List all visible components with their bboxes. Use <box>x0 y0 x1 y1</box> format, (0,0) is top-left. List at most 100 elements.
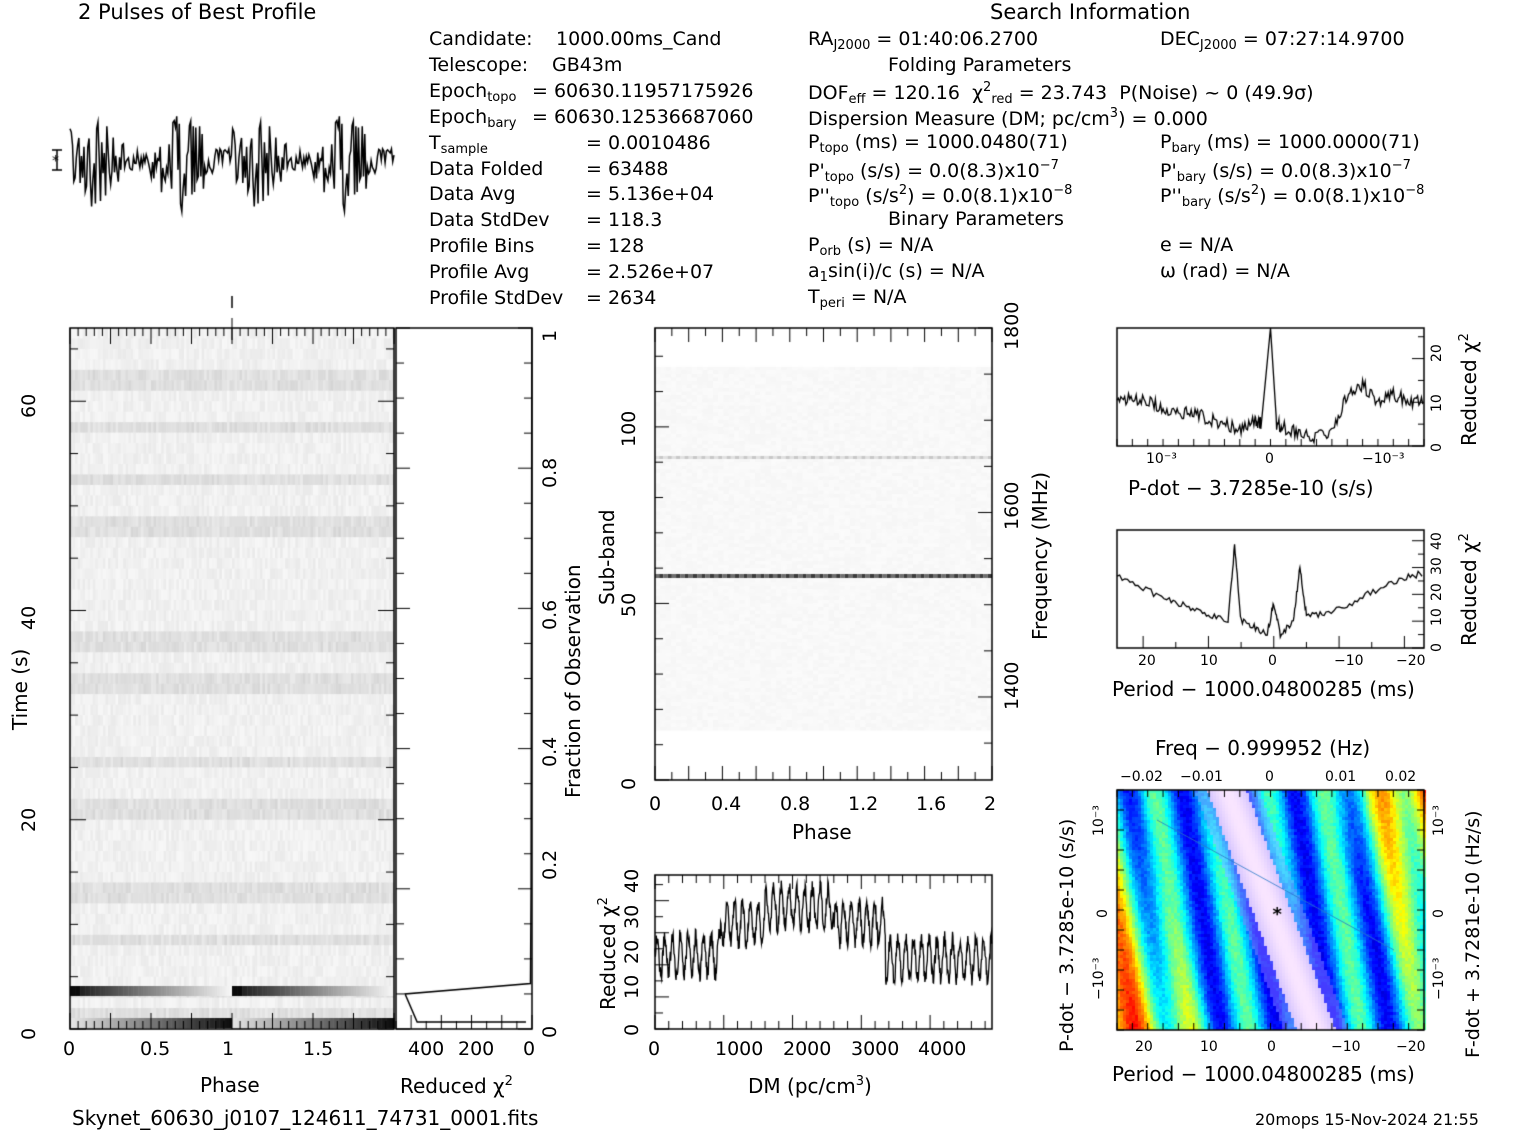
period-chi2-label: Reduced χ2 <box>1457 533 1481 646</box>
pdot-topo-label: P'topo (s/s) = 0.0(8.3)x10−7 <box>808 158 1059 185</box>
time-tick-label: 20 <box>18 807 40 832</box>
dm-chi2-axis-label: Reduced χ2 <box>596 897 620 1010</box>
pp-freq-tick: 0 <box>1265 769 1274 785</box>
fraction-tick-label: 0 <box>539 1025 561 1038</box>
dm-chi2-tick-label: 40 <box>621 868 643 893</box>
subband-tick-label: 0 <box>618 777 640 790</box>
pdot-tick-label: 0 <box>1265 451 1274 467</box>
dm-axis-label: DM (pc/cm3) <box>748 1074 872 1098</box>
dm-tick-label: 4000 <box>918 1038 967 1060</box>
period-chi2-tick: 40 <box>1429 532 1445 550</box>
fraction-tick-label: 0.4 <box>539 736 561 767</box>
dm-chi2-tick-label: 30 <box>621 904 643 929</box>
ecc-label: e = N/A <box>1160 234 1234 256</box>
ptopo-label: Ptopo (ms) = 1000.0480(71) <box>808 131 1068 156</box>
pdot-chi2-tick: 10 <box>1429 394 1445 412</box>
subband-tick-label: 100 <box>618 410 640 447</box>
dm-tick-label: 1000 <box>715 1038 764 1060</box>
phase-axis-label: Phase <box>200 1073 260 1097</box>
pp-fdot-tick: −10⁻³ <box>1431 957 1447 1000</box>
info-label: Data Folded <box>429 157 544 180</box>
dm-tick-label: 3000 <box>851 1038 900 1060</box>
time-tick-label: 60 <box>18 393 40 418</box>
period-chi2-tick: 20 <box>1429 583 1445 601</box>
tperi-label: Tperi = N/A <box>808 286 907 311</box>
pp-period-tick: 10 <box>1200 1039 1218 1055</box>
info-label: Profile Bins <box>429 235 535 258</box>
chi2-axis-label: Reduced χ2 <box>400 1074 513 1098</box>
fraction-axis-label: Fraction of Observation <box>561 564 585 798</box>
fraction-tick-label: 0.2 <box>539 849 561 880</box>
info-label: Data Avg <box>429 183 516 206</box>
subband-phase-tick: 1.2 <box>848 793 879 815</box>
info-label: Epochtopo <box>429 79 517 105</box>
phase-tick-label: 1.5 <box>303 1038 334 1060</box>
pp-fdot-tick: 10⁻³ <box>1431 805 1447 836</box>
porb-label: Porb (s) = N/A <box>808 234 934 259</box>
pp-pdot-tick: −10⁻³ <box>1091 957 1107 1000</box>
fdot-right-label: F-dot + 3.7281e-10 (Hz/s) <box>1462 810 1484 1058</box>
pp-freq-tick: 0.01 <box>1325 769 1357 785</box>
chi2-tick-label: 0 <box>523 1038 536 1060</box>
pdot-chi2-tick: 0 <box>1429 443 1445 452</box>
subband-tick-label: 50 <box>618 592 640 617</box>
info-label: Profile StdDev <box>429 287 564 309</box>
pp-period-tick: 20 <box>1135 1039 1153 1055</box>
pp-freq-tick: −0.02 <box>1120 769 1163 785</box>
pdot-chi2-tick: 20 <box>1429 344 1445 362</box>
info-value: = 2.526e+07 <box>586 261 715 284</box>
info-value: = 5.136e+04 <box>586 183 715 206</box>
fraction-tick-label: 0.8 <box>539 457 561 488</box>
profile-title: 2 Pulses of Best Profile <box>78 0 317 24</box>
subband-phase-label: Phase <box>792 820 852 844</box>
info-value: = 118.3 <box>586 209 663 232</box>
fraction-tick-label: 0.6 <box>539 599 561 630</box>
phase-tick-label: 1 <box>222 1038 235 1060</box>
pdot-tick-label: −10⁻³ <box>1362 451 1405 467</box>
info-label: Epochbary <box>429 105 517 131</box>
period-chi2-tick: 0 <box>1429 643 1445 652</box>
folding-header: Folding Parameters <box>888 54 1072 76</box>
pbary-label: Pbary (ms) = 1000.0000(71) <box>1160 131 1420 156</box>
pp-period-tick: −10 <box>1331 1039 1361 1055</box>
info-value: = 128 <box>586 235 645 258</box>
pp-period-tick: 0 <box>1267 1039 1276 1055</box>
pdot-axis-label: P-dot − 3.7285e-10 (s/s) <box>1128 476 1374 500</box>
freq-top-label: Freq − 0.999952 (Hz) <box>1155 736 1371 760</box>
time-tick-label: 40 <box>18 605 40 630</box>
phase-tick-label: 0.5 <box>140 1038 171 1060</box>
footer-timestamp: 20mops 15-Nov-2024 21:55 <box>1255 1110 1479 1129</box>
dm-label: Dispersion Measure (DM; pc/cm3) = 0.000 <box>808 106 1208 130</box>
pp-fdot-tick: 0 <box>1431 909 1447 918</box>
chi2-tick-label: 400 <box>408 1038 445 1060</box>
period-tick-label: 10 <box>1200 653 1218 669</box>
pddot-topo-label: P''topo (s/s2) = 0.0(8.1)x10−8 <box>808 183 1073 210</box>
info-label: Telescope: <box>429 53 529 76</box>
pp-freq-tick: −0.01 <box>1180 769 1223 785</box>
pdot-left-label: P-dot − 3.7285e-10 (s/s) <box>1056 818 1078 1052</box>
pp-period-tick: −20 <box>1396 1039 1426 1055</box>
pdot-chi2-label: Reduced χ2 <box>1457 333 1481 446</box>
dm-chi2-tick-label: 20 <box>621 939 643 964</box>
period-tick-label: −20 <box>1396 653 1426 669</box>
footer-filename: Skynet_60630_j0107_124611_74731_0001.fit… <box>72 1106 539 1130</box>
period-axis-label: Period − 1000.04800285 (ms) <box>1112 677 1415 701</box>
info-label: Tsample <box>429 131 488 157</box>
info-value: = 2634 <box>586 287 657 309</box>
subband-phase-tick: 0 <box>649 793 662 815</box>
pdot-tick-label: 10⁻³ <box>1146 451 1177 467</box>
subband-axis-label: Sub-band <box>595 509 619 605</box>
dm-chi2-tick-label: 0 <box>621 1023 643 1036</box>
frequency-axis-label: Frequency (MHz) <box>1028 471 1052 640</box>
subband-phase-tick: 0.4 <box>711 793 742 815</box>
info-value: = 60630.12536687060 <box>532 105 754 128</box>
dm-tick-label: 0 <box>648 1038 661 1060</box>
dof-label: DOFeff = 120.16 χ2red = 23.743 P(Noise) … <box>808 80 1314 107</box>
subband-phase-tick: 2 <box>984 793 997 815</box>
info-value: 1000.00ms_Cand <box>556 28 722 50</box>
info-label: Profile Avg <box>429 261 530 284</box>
chi2-tick-label: 200 <box>458 1038 495 1060</box>
info-value: = 60630.11957175926 <box>532 79 754 102</box>
frequency-tick-label: 1800 <box>1001 301 1023 350</box>
